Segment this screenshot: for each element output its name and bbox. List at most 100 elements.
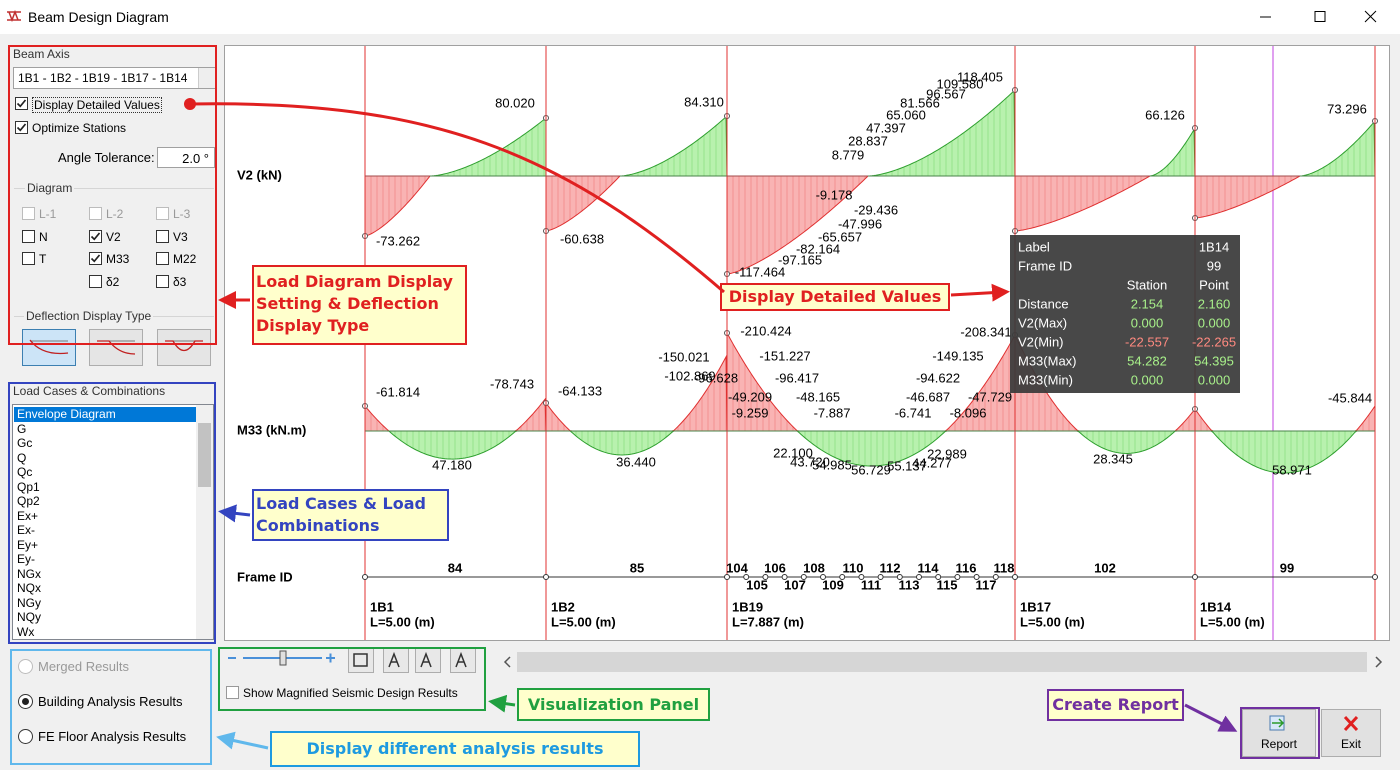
m33-value-label: 22.100 bbox=[773, 445, 813, 460]
h-scrollbar[interactable] bbox=[500, 650, 1388, 674]
station-point bbox=[1012, 332, 1018, 338]
moment-positive bbox=[1015, 430, 1195, 454]
m33-value-label: -6.741 bbox=[895, 405, 932, 420]
tooltip-text: Distance bbox=[1018, 296, 1069, 311]
frame-node bbox=[362, 574, 368, 580]
beam-length: L=5.00 (m) bbox=[551, 614, 616, 629]
annotation: Load Cases & Load Combinations bbox=[252, 489, 449, 541]
list-item[interactable]: Envelope Diagram bbox=[14, 407, 196, 422]
frame-node bbox=[896, 574, 903, 580]
m33-value-label: 43.720 bbox=[790, 454, 830, 469]
m33-value-label: 44.277 bbox=[912, 455, 952, 470]
frame-node bbox=[916, 574, 922, 580]
v2-value-label: -9.178 bbox=[816, 187, 853, 202]
group-label: Load Cases & Combinations bbox=[13, 384, 166, 398]
list-item[interactable]: NQx bbox=[17, 581, 41, 595]
list-item[interactable]: Q bbox=[17, 450, 27, 465]
beam-length: L=5.00 (m) bbox=[1200, 614, 1265, 629]
toolbar-button[interactable]: Report bbox=[1242, 709, 1316, 757]
station-point bbox=[724, 330, 730, 336]
v2-value-label: 80.020 bbox=[495, 95, 535, 110]
tooltip-text: V2(Max) bbox=[1018, 315, 1067, 330]
checkbox bbox=[22, 207, 35, 220]
m33-value-label: 54.985 bbox=[812, 457, 852, 472]
check-path bbox=[16, 123, 27, 132]
list-item[interactable]: G bbox=[17, 421, 27, 436]
list-item[interactable]: Qc bbox=[17, 465, 33, 479]
frame-node bbox=[781, 574, 788, 580]
frame-node bbox=[954, 574, 961, 580]
checkbox[interactable] bbox=[22, 252, 35, 265]
callout-arrow bbox=[1184, 703, 1238, 732]
m33-value-label: -150.021 bbox=[658, 349, 709, 364]
moment-negative bbox=[364, 397, 547, 432]
toolbar-button[interactable]: Exit bbox=[1321, 709, 1381, 757]
beam-name: 1B2 bbox=[551, 599, 575, 614]
frame-node bbox=[762, 574, 769, 580]
check-mark bbox=[90, 231, 101, 241]
list-item[interactable]: Wx bbox=[17, 624, 35, 639]
list-item[interactable]: NGx bbox=[17, 566, 41, 581]
callout-arrow bbox=[950, 283, 1010, 302]
frame-node bbox=[1372, 574, 1378, 580]
beam-axis-combo[interactable]: 1B1 - 1B2 - 1B19 - 1B17 - 1B14 bbox=[13, 67, 216, 89]
callout-arrow bbox=[488, 694, 516, 713]
beam-name: 1B14 bbox=[1200, 599, 1232, 614]
checkbox[interactable] bbox=[156, 274, 169, 288]
list-item[interactable]: Ey- bbox=[17, 552, 35, 566]
check-path bbox=[90, 254, 101, 263]
check-mark bbox=[16, 123, 27, 132]
checkbox[interactable] bbox=[15, 97, 28, 110]
moment-negative bbox=[545, 354, 728, 432]
m33-value-label: -78.743 bbox=[490, 376, 534, 391]
m33-value-label: -94.622 bbox=[916, 370, 960, 385]
list-item[interactable]: NQy bbox=[17, 610, 41, 624]
checkbox[interactable] bbox=[89, 229, 102, 243]
callout-arrow bbox=[216, 731, 269, 750]
m33-value-label: 58.971 bbox=[1272, 462, 1312, 477]
moment-positive bbox=[365, 430, 546, 460]
combo-arrow[interactable] bbox=[198, 68, 215, 88]
shear-negative bbox=[726, 175, 870, 275]
checkbox[interactable] bbox=[156, 252, 169, 265]
checkbox[interactable] bbox=[156, 229, 169, 243]
list-item[interactable]: Ex- bbox=[17, 523, 35, 537]
tooltip bbox=[1010, 235, 1240, 393]
checkbox[interactable] bbox=[89, 274, 102, 288]
frame-node bbox=[935, 574, 942, 580]
list-item[interactable]: Qp2 bbox=[17, 494, 40, 508]
load-case-list[interactable]: Envelope Diagram G Gc Q Qc Qp1 Qp2 Ex+ Ex- Ey+ Ey-… bbox=[12, 404, 214, 640]
shear-positive bbox=[429, 116, 547, 177]
tooltip-text: 2.160 bbox=[1198, 296, 1231, 311]
frame-node bbox=[973, 574, 980, 580]
checkbox[interactable] bbox=[226, 686, 239, 699]
scroll-thumb[interactable] bbox=[198, 423, 211, 487]
window-controls[interactable] bbox=[1240, 0, 1400, 34]
button-label: Exit bbox=[1340, 737, 1361, 751]
list-item[interactable]: NGy bbox=[17, 595, 41, 610]
list-item[interactable]: Gc bbox=[17, 436, 33, 450]
list-scrollbar[interactable] bbox=[196, 405, 213, 639]
list-item[interactable]: Ey+ bbox=[17, 537, 39, 552]
tooltip-text: Frame ID bbox=[1018, 258, 1072, 273]
maximize-button[interactable] bbox=[1314, 11, 1326, 22]
shear-negative bbox=[1194, 175, 1302, 219]
moment-negative bbox=[1014, 334, 1196, 432]
m33-value-label: -9.259 bbox=[732, 405, 769, 420]
radio-button[interactable] bbox=[18, 729, 33, 744]
checkbox[interactable] bbox=[89, 252, 102, 265]
checkbox[interactable] bbox=[15, 121, 28, 134]
row-label: Frame ID bbox=[237, 569, 293, 584]
frame-node bbox=[858, 574, 865, 580]
checkbox[interactable] bbox=[22, 229, 35, 243]
list-item[interactable]: Ex+ bbox=[17, 508, 39, 523]
close-button[interactable] bbox=[1364, 10, 1377, 23]
radio-label: Merged Results bbox=[38, 659, 130, 674]
radio-button[interactable] bbox=[18, 694, 33, 709]
v2-value-label: -47.996 bbox=[838, 216, 882, 231]
highlight-box bbox=[1240, 707, 1320, 759]
list-item[interactable]: Qp1 bbox=[17, 479, 40, 494]
frame-node bbox=[724, 574, 730, 580]
diagram-option-label: N bbox=[39, 229, 48, 244]
group-label: Beam Axis bbox=[13, 47, 70, 61]
